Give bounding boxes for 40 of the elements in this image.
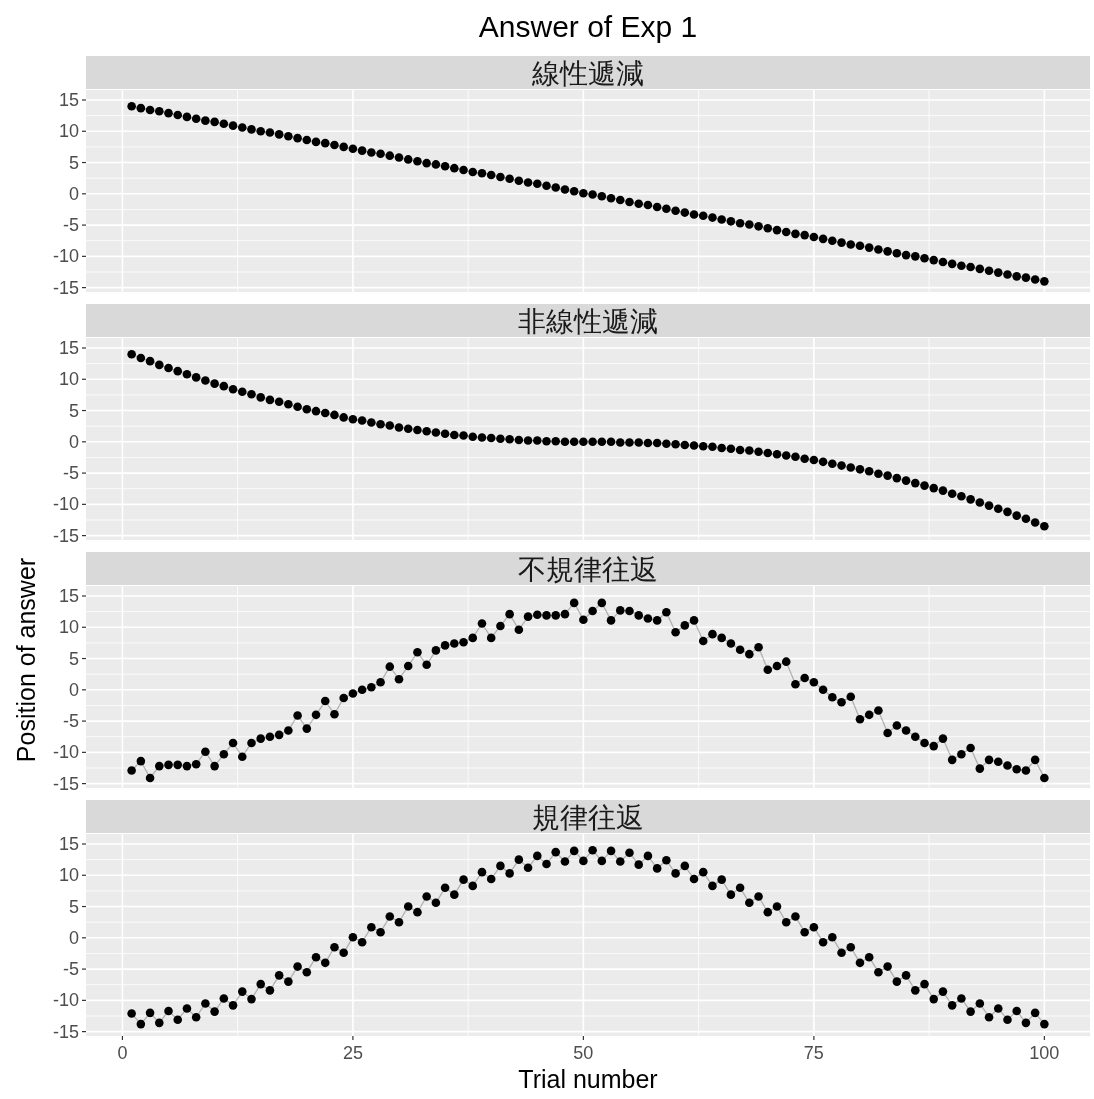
y-tick-label: 10 bbox=[58, 369, 79, 390]
y-tick-label: -15 bbox=[52, 277, 79, 298]
y-tick-label: 15 bbox=[58, 90, 79, 111]
y-tick-label: 0 bbox=[68, 927, 79, 948]
chart-subtitle: 不規律往返 bbox=[518, 552, 658, 586]
y-tick-label: 5 bbox=[68, 152, 79, 173]
y-tick-label: -15 bbox=[52, 1021, 79, 1042]
y-tick-label: 5 bbox=[68, 400, 79, 421]
chart-title: Answer of Exp 1 bbox=[478, 10, 698, 43]
x-tick-label: 50 bbox=[573, 1043, 594, 1063]
y-tick-label: -5 bbox=[62, 215, 79, 236]
y-tick-label: -10 bbox=[52, 742, 79, 763]
y-tick-label: 10 bbox=[58, 865, 79, 886]
y-tick-label: 5 bbox=[68, 896, 79, 917]
y-tick-label: 5 bbox=[68, 648, 79, 669]
x-tick-label: 25 bbox=[342, 1043, 363, 1063]
x-tick-label: 100 bbox=[1029, 1043, 1060, 1063]
x-axis-title: Trial number bbox=[518, 1065, 658, 1093]
y-tick-label: 10 bbox=[58, 617, 79, 638]
y-tick-label: 15 bbox=[58, 834, 79, 855]
y-tick-label: 15 bbox=[58, 338, 79, 359]
y-tick-label: -15 bbox=[52, 773, 79, 794]
chart-subtitle: 規律往返 bbox=[532, 800, 644, 834]
y-tick-label: 15 bbox=[58, 586, 79, 607]
y-tick-label: 0 bbox=[68, 183, 79, 204]
x-tick-label: 0 bbox=[117, 1043, 128, 1063]
y-tick-label: -5 bbox=[62, 711, 79, 732]
y-axis-title: Position of answer bbox=[12, 557, 40, 763]
y-tick-label: -10 bbox=[52, 246, 79, 267]
y-tick-label: 0 bbox=[68, 431, 79, 452]
y-tick-label: -10 bbox=[52, 494, 79, 515]
y-tick-label: -15 bbox=[52, 525, 79, 546]
x-tick-label: 75 bbox=[803, 1043, 824, 1063]
y-tick-label: 0 bbox=[68, 679, 79, 700]
y-tick-label: -5 bbox=[62, 959, 79, 980]
y-tick-label: -5 bbox=[62, 463, 79, 484]
y-tick-label: 10 bbox=[58, 121, 79, 142]
chart-subtitle: 非線性遞減 bbox=[518, 304, 658, 338]
chart-subtitle: 線性遞減 bbox=[531, 56, 644, 90]
y-tick-label: -10 bbox=[52, 990, 79, 1011]
